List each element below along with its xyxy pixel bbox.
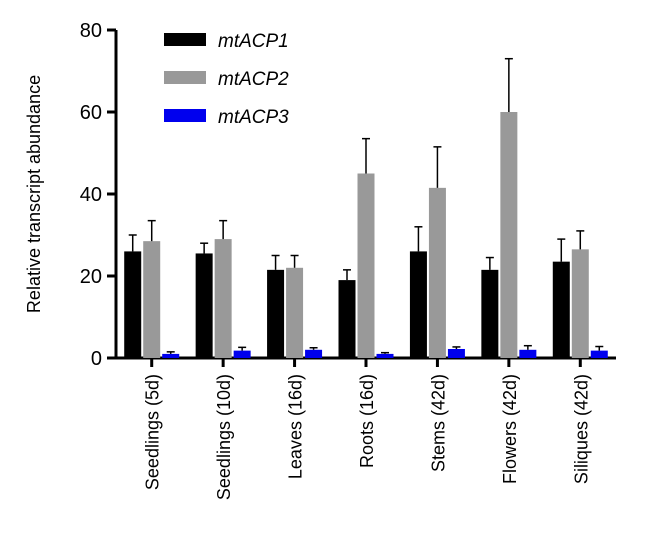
y-tick-label: 80: [80, 20, 102, 42]
x-tick-label: Seedlings (5d): [143, 374, 163, 490]
y-tick-label: 20: [80, 266, 102, 288]
y-tick-label: 60: [80, 102, 102, 124]
legend-label-mtACP1: mtACP1: [218, 31, 289, 52]
bar-mtACP1: [195, 253, 213, 358]
tick-labels: 0 20 40 60 80 Seedlings (5d) Seedlings (10d) Le…: [80, 20, 592, 500]
legend-label-mtACP3: mtACP3: [218, 107, 289, 128]
y-axis-label: Relative transcript abundance: [24, 75, 44, 313]
legend-swatch-mtACP1: [164, 33, 206, 46]
x-tick-label: Siliques (42d): [571, 374, 591, 484]
bar-mtACP1: [481, 269, 499, 358]
bar-mtACP1: [267, 269, 285, 358]
bar-mtACP2: [357, 173, 375, 358]
bar-mtACP3: [162, 353, 180, 358]
bar-mtACP2: [428, 187, 446, 358]
legend-swatch-mtACP3: [164, 109, 206, 122]
legend-label-mtACP2: mtACP2: [218, 69, 289, 90]
x-tick-label: Roots (16d): [357, 374, 377, 468]
bar-mtACP3: [519, 349, 537, 358]
x-tick-label: Stems (42d): [428, 374, 448, 472]
bar-mtACP2: [500, 112, 518, 358]
bar-mtACP3: [233, 350, 251, 358]
bar-mtACP2: [571, 249, 589, 358]
bar-mtACP3: [447, 348, 465, 358]
bar-mtACP2: [214, 239, 232, 358]
bars: [124, 112, 608, 358]
y-tick-label: 40: [80, 184, 102, 206]
error-bars: [128, 57, 604, 354]
y-tick-label: 0: [91, 348, 102, 370]
x-tick-label: Seedlings (10d): [214, 374, 234, 500]
x-tick-label: Leaves (16d): [286, 374, 306, 479]
bar-mtACP3: [376, 353, 394, 358]
x-tick-label: Flowers (42d): [500, 374, 520, 484]
bar-mtACP3: [305, 349, 323, 358]
legend-swatch-mtACP2: [164, 71, 206, 84]
bar-mtACP1: [338, 280, 356, 358]
bar-mtACP2: [143, 241, 161, 358]
legend: mtACP1 mtACP2 mtACP3: [164, 31, 289, 128]
bar-mtACP1: [552, 261, 570, 358]
bar-mtACP1: [409, 251, 427, 358]
bar-mtACP2: [286, 267, 304, 358]
bar-mtACP3: [590, 350, 608, 358]
bar-mtACP1: [124, 251, 142, 358]
